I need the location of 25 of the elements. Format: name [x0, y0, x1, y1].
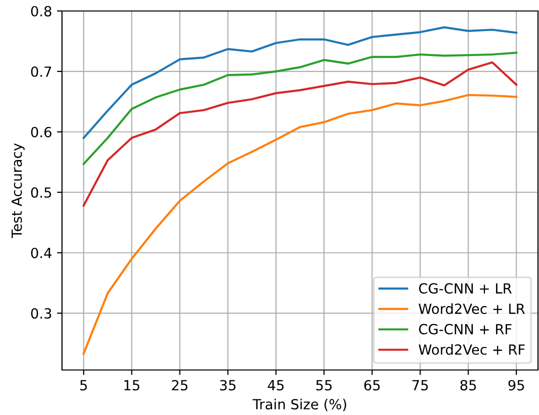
x-tick-label: 5	[80, 380, 87, 390]
line-series	[82, 52, 518, 165]
y-tick-label: 0.6	[31, 126, 52, 138]
x-tick-label: 55	[316, 380, 332, 390]
legend-label: Word2Vec + RF	[418, 344, 525, 355]
legend-label: Word2Vec + LR	[418, 303, 525, 314]
legend-label: CG-CNN + RF	[419, 324, 512, 334]
x-tick-label: 75	[412, 380, 428, 390]
y-tick-label: 0.5	[31, 187, 52, 198]
y-tick-label: 0.3	[31, 308, 52, 319]
x-tick-label: 25	[172, 380, 188, 390]
x-tick-label: 15	[124, 380, 140, 390]
x-tick-label: 95	[508, 380, 524, 390]
y-axis-title: Test Accuracy	[12, 143, 25, 238]
y-tick-label: 0.8	[31, 6, 52, 16]
y-tick-label: 0.4	[31, 248, 52, 258]
x-tick-label: 65	[364, 380, 380, 390]
line-series	[82, 26, 518, 139]
y-tick-label: 0.7	[31, 66, 52, 77]
x-axis-title: Train Size (%)	[252, 398, 346, 412]
line-series	[82, 61, 518, 207]
x-tick-label: 35	[220, 380, 236, 390]
x-tick-label: 85	[460, 380, 476, 390]
x-tick-label: 45	[268, 380, 284, 390]
legend-label: CG-CNN + LR	[419, 283, 512, 294]
